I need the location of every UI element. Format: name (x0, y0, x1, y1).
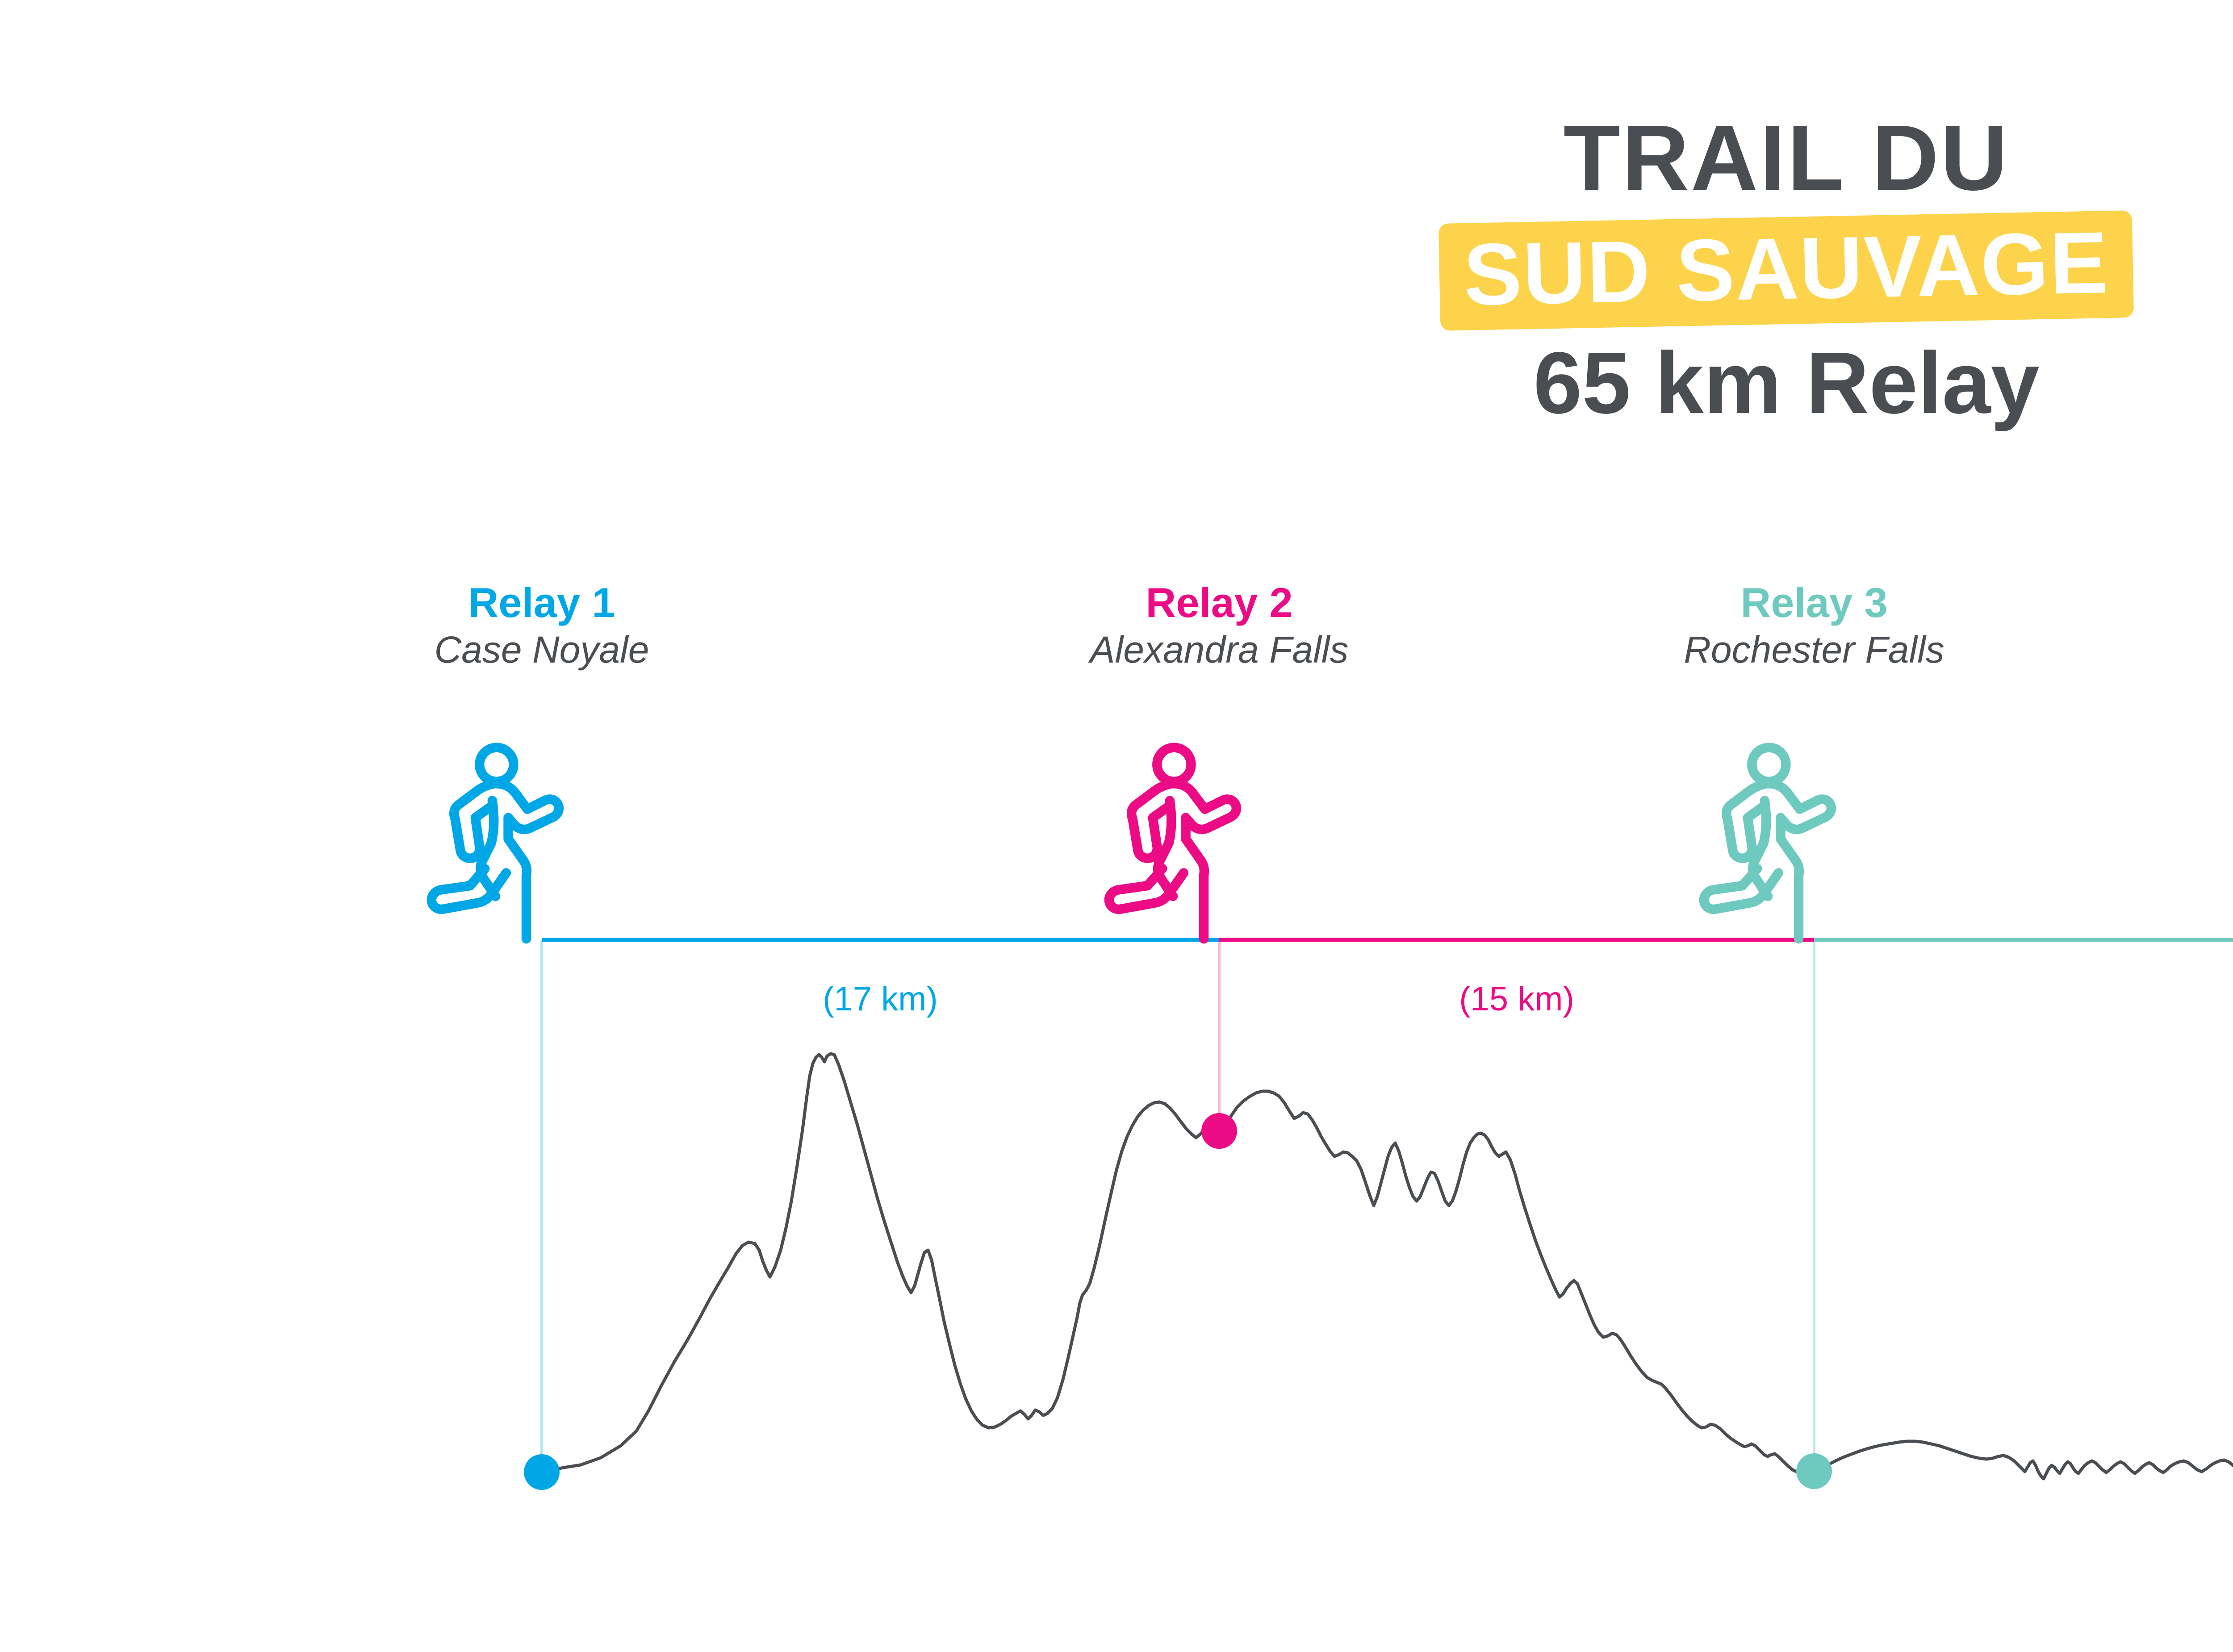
guide-lines (540, 940, 1815, 1473)
station-markers (524, 1113, 1832, 1490)
page-title: TRAIL DU (1563, 106, 2010, 210)
elevation-profile-line (540, 1052, 2233, 1481)
station-label-relay-2[interactable]: Relay 2 Alexandra Falls (1018, 580, 1420, 672)
runner-icon-relay-1 (427, 743, 564, 944)
station-title-relay-1: Relay 1 (468, 579, 615, 626)
station-title-relay-2: Relay 2 (1146, 579, 1293, 626)
station-marker-relay-2[interactable] (1201, 1113, 1237, 1149)
runner-icon-relay-2 (1104, 743, 1242, 944)
station-place-relay-2: Alexandra Falls (1090, 628, 1349, 671)
segment-distance-2: (15 km) (1459, 980, 1574, 1018)
station-marker-relay-3[interactable] (1796, 1453, 1832, 1489)
segment-distance-1: (17 km) (823, 980, 938, 1018)
station-place-relay-1: Case Noyale (434, 628, 649, 671)
runner-icon-relay-3 (1699, 743, 1836, 944)
title-block: TRAIL DU SUD SAUVAGE 65 km Relay (1206, 112, 2233, 427)
page-subtitle: 65 km Relay (1533, 334, 2040, 432)
station-marker-relay-1[interactable] (524, 1454, 560, 1490)
station-label-relay-3[interactable]: Relay 3 Rochester Falls (1613, 580, 2015, 672)
station-title-relay-3: Relay 3 (1740, 579, 1888, 626)
station-label-relay-1[interactable]: Relay 1 Case Noyale (341, 580, 743, 672)
station-place-relay-3: Rochester Falls (1684, 628, 1944, 671)
